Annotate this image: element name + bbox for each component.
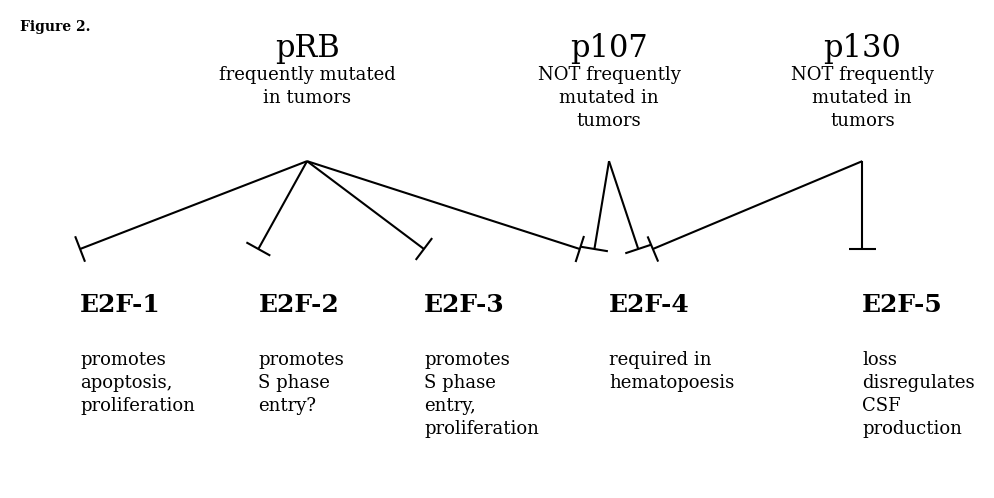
Text: frequently mutated
in tumors: frequently mutated in tumors (219, 66, 396, 107)
Text: pRB: pRB (274, 32, 339, 64)
Text: p107: p107 (571, 32, 648, 64)
Text: promotes
S phase
entry?: promotes S phase entry? (258, 352, 344, 415)
Text: E2F-3: E2F-3 (423, 293, 505, 317)
Text: NOT frequently
mutated in
tumors: NOT frequently mutated in tumors (791, 66, 933, 130)
Text: promotes
S phase
entry,
proliferation: promotes S phase entry, proliferation (423, 352, 539, 438)
Text: E2F-1: E2F-1 (81, 293, 161, 317)
Text: required in
hematopoesis: required in hematopoesis (609, 352, 735, 392)
Text: Figure 2.: Figure 2. (20, 19, 90, 34)
Text: E2F-5: E2F-5 (863, 293, 943, 317)
Text: E2F-2: E2F-2 (258, 293, 339, 317)
Text: loss
disregulates
CSF
production: loss disregulates CSF production (863, 352, 975, 438)
Text: promotes
apoptosis,
proliferation: promotes apoptosis, proliferation (81, 352, 195, 415)
Text: p130: p130 (823, 32, 902, 64)
Text: NOT frequently
mutated in
tumors: NOT frequently mutated in tumors (538, 66, 681, 130)
Text: E2F-4: E2F-4 (609, 293, 690, 317)
